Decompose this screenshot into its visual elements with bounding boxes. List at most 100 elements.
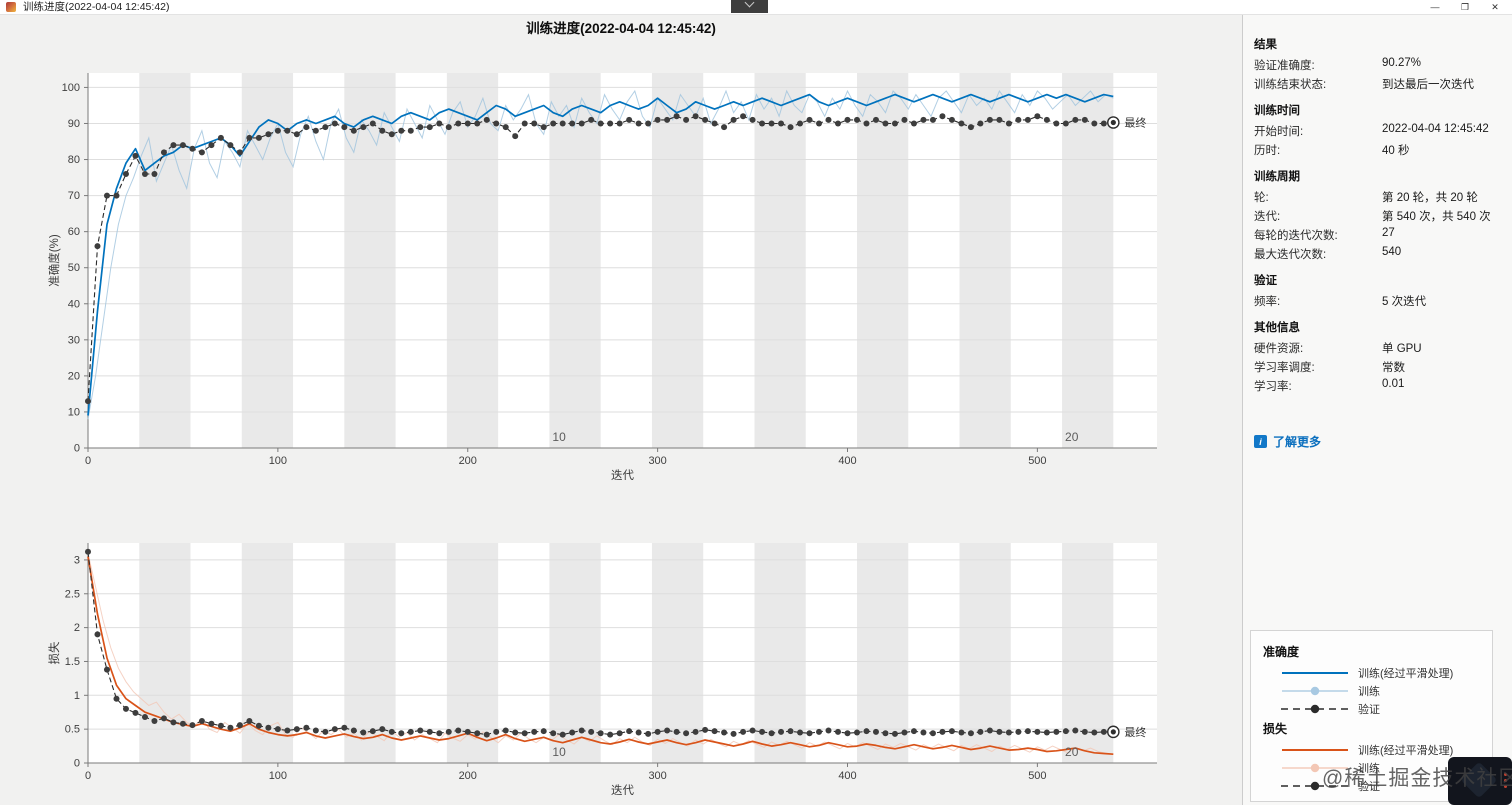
info-row: 最大迭代次数: 540 (1254, 244, 1504, 263)
info-row-value: 540 (1382, 245, 1402, 258)
ribbon-collapse-toggle[interactable] (731, 0, 768, 13)
svg-text:70: 70 (68, 190, 80, 202)
window-controls: — ❐ ✕ (1420, 0, 1510, 15)
info-row-label: 轮: (1254, 191, 1269, 204)
info-row: 开始时间: 2022-04-04 12:45:42 (1254, 121, 1504, 140)
watermark: @稀土掘金技术社区 (1322, 767, 1512, 790)
legend-item-label: 训练 (1358, 686, 1380, 698)
info-row-value: 2022-04-04 12:45:42 (1382, 122, 1489, 135)
info-row-label: 每轮的迭代次数: (1254, 229, 1338, 242)
legend-group-title: 损失 (1263, 722, 1288, 736)
svg-text:损失: 损失 (47, 641, 61, 664)
svg-text:400: 400 (838, 455, 856, 467)
svg-text:80: 80 (68, 154, 80, 166)
svg-text:最终: 最终 (1124, 725, 1146, 739)
info-row-value: 常数 (1382, 361, 1405, 374)
legend-item: 训练 (1279, 683, 1492, 699)
svg-text:100: 100 (269, 455, 287, 467)
info-row-value: 第 540 次，共 540 次 (1382, 210, 1491, 223)
svg-text:200: 200 (459, 455, 477, 467)
info-row-value: 单 GPU (1382, 342, 1422, 355)
svg-text:20: 20 (1065, 745, 1079, 759)
legend-item: 验证 (1279, 701, 1492, 717)
juejin-logo (1448, 757, 1512, 805)
svg-text:10: 10 (552, 745, 566, 759)
legend-item: 训练(经过平滑处理) (1279, 665, 1492, 681)
info-row-label: 开始时间: (1254, 125, 1304, 138)
logo-dots (1504, 773, 1507, 788)
svg-text:迭代: 迭代 (611, 784, 634, 797)
svg-text:最终: 最终 (1124, 116, 1146, 130)
svg-text:90: 90 (68, 118, 80, 130)
legend-group-title: 准确度 (1263, 645, 1300, 659)
matlab-icon (6, 2, 16, 12)
svg-text:2: 2 (74, 622, 80, 634)
legend: 准确度 训练(经过平滑处理) 训练 验证 损失 训练(经过平滑处理) 训练 验证 (1250, 630, 1493, 802)
info-row: 硬件资源: 单 GPU (1254, 338, 1504, 357)
info-row-label: 历时: (1254, 144, 1281, 157)
accuracy-chart: 0 100 200 300 400 500 0 10 20 30 40 50 60 70 80 90 100 迭代… (47, 73, 1157, 482)
svg-text:0.5: 0.5 (65, 724, 80, 736)
info-section: 结果 验证准确度: 90.27% 训练结束状态: 到达最后一次迭代 (1254, 36, 1504, 93)
info-row-value: 5 次迭代 (1382, 295, 1427, 308)
legend-item: 训练 (1279, 760, 1492, 776)
minimize-button[interactable]: — (1420, 0, 1450, 15)
info-section-header: 其他信息 (1254, 322, 1300, 334)
legend-item-label: 训练 (1358, 763, 1380, 775)
legend-item-label: 验证 (1358, 704, 1380, 716)
info-row-value: 到达最后一次迭代 (1382, 78, 1474, 91)
info-section: 验证频率: 5 次迭代 (1254, 272, 1504, 310)
window-title: 训练进度(2022-04-04 12:45:42) (23, 0, 170, 13)
svg-text:30: 30 (68, 334, 80, 346)
learn-more-link[interactable]: i 了解更多 (1254, 433, 1321, 450)
info-section-header: 训练时间 (1254, 105, 1300, 117)
svg-text:10: 10 (68, 406, 80, 418)
restore-button[interactable]: ❐ (1450, 0, 1480, 15)
info-row-value: 27 (1382, 226, 1395, 239)
info-row-value: 40 秒 (1382, 144, 1410, 157)
svg-text:3: 3 (74, 554, 80, 566)
info-row-label: 学习率调度: (1254, 361, 1315, 374)
info-row: 迭代: 第 540 次，共 540 次 (1254, 206, 1504, 225)
svg-text:1.5: 1.5 (65, 656, 80, 668)
svg-text:40: 40 (68, 298, 80, 310)
info-row: 历时: 40 秒 (1254, 140, 1504, 159)
info-row: 频率: 5 次迭代 (1254, 291, 1504, 310)
svg-text:0: 0 (85, 770, 91, 782)
svg-text:200: 200 (459, 770, 477, 782)
info-row: 轮: 第 20 轮，共 20 轮 (1254, 187, 1504, 206)
svg-text:500: 500 (1028, 455, 1046, 467)
info-row-value: 第 20 轮，共 20 轮 (1382, 191, 1478, 204)
info-section: 训练时间开始时间: 2022-04-04 12:45:42 历时: 40 秒 (1254, 102, 1504, 159)
info-row-label: 学习率: (1254, 380, 1292, 393)
info-row: 学习率调度: 常数 (1254, 357, 1504, 376)
info-row-value: 0.01 (1382, 377, 1405, 390)
legend-item: 验证 (1279, 778, 1492, 794)
info-row-label: 训练结束状态: (1254, 78, 1327, 91)
legend-item-label: 训练(经过平滑处理) (1358, 745, 1454, 757)
info-section-header: 训练周期 (1254, 171, 1300, 183)
info-section-header: 验证 (1254, 275, 1277, 287)
legend-swatch-smooth (1282, 749, 1348, 751)
loss-chart: 0 100 200 300 400 500 0 0.5 1 1.5 2 2.5 3 迭代 损失 10 20 最终 (47, 543, 1157, 797)
svg-text:100: 100 (62, 82, 80, 94)
figure-title: 训练进度(2022-04-04 12:45:42) (526, 21, 716, 36)
svg-text:100: 100 (269, 770, 287, 782)
svg-text:20: 20 (1065, 430, 1079, 444)
info-row-label: 最大迭代次数: (1254, 248, 1327, 261)
svg-text:50: 50 (68, 262, 80, 274)
svg-text:1: 1 (74, 690, 80, 702)
svg-text:300: 300 (648, 770, 666, 782)
info-section: 训练周期轮: 第 20 轮，共 20 轮迭代: 第 540 次，共 540 次每轮的… (1254, 168, 1504, 263)
svg-text:0: 0 (74, 758, 80, 770)
legend-swatch-raw (1282, 763, 1348, 773)
svg-text:60: 60 (68, 226, 80, 238)
close-button[interactable]: ✕ (1480, 0, 1510, 15)
legend-swatch-validation (1281, 781, 1349, 791)
info-row-label: 硬件资源: (1254, 342, 1304, 355)
svg-text:准确度(%): 准确度(%) (47, 234, 61, 287)
svg-text:迭代: 迭代 (611, 469, 634, 482)
legend-item-label: 验证 (1358, 781, 1380, 793)
info-section: 其他信息硬件资源: 单 GPU 学习率调度: 常数学习率: 0.01 (1254, 319, 1504, 395)
